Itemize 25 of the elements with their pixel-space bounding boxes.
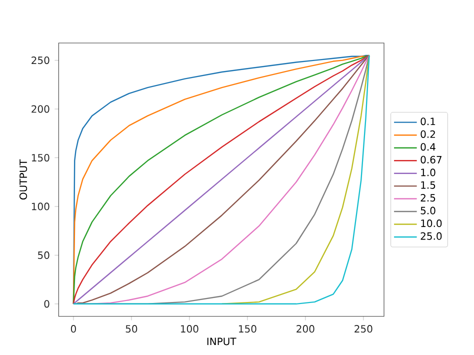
y-tick-label: 250 xyxy=(32,56,50,64)
legend-label: 2.5 xyxy=(420,194,436,202)
y-tick-label: 200 xyxy=(32,105,50,113)
x-tick-label: 150 xyxy=(238,325,256,333)
x-tick-label: 50 xyxy=(126,325,138,333)
y-tick-label: 150 xyxy=(32,154,50,162)
legend-label: 5.0 xyxy=(420,206,436,214)
legend-label: 1.5 xyxy=(421,181,436,189)
legend-label: 25.0 xyxy=(420,232,442,240)
x-tick-label: 200 xyxy=(296,325,314,333)
line-series xyxy=(72,54,370,305)
legend-label: 10.0 xyxy=(421,220,442,228)
y-tick-label: 0 xyxy=(44,300,50,308)
x-tick-label: 100 xyxy=(181,325,198,333)
y-axis-title: OUTPUT xyxy=(19,159,28,200)
legend-label: 0.4 xyxy=(420,143,436,151)
legend-label: 0.2 xyxy=(420,130,435,138)
y-tick-label: 100 xyxy=(32,202,50,210)
legend-label: 1.0 xyxy=(421,168,436,176)
legend-label: 0.67 xyxy=(420,156,442,164)
x-tick-label: 250 xyxy=(354,325,372,333)
y-tick-label: 50 xyxy=(38,251,50,259)
legend-label: 0.1 xyxy=(420,118,436,126)
x-axis-title: INPUT xyxy=(207,338,236,346)
x-tick-label: 0 xyxy=(70,325,76,333)
